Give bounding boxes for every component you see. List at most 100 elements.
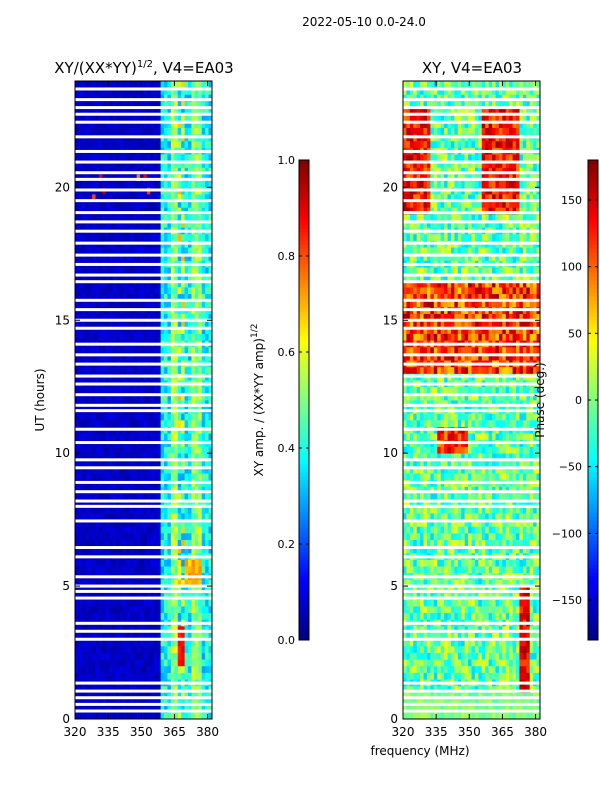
amplitude-cell [201, 393, 206, 401]
amplitude-cell [140, 413, 144, 421]
amplitude-cell [102, 353, 107, 361]
amplitude-cell [92, 659, 96, 667]
amplitude-cell [167, 659, 172, 667]
amplitude-cell [146, 546, 151, 554]
amplitude-cell [133, 625, 138, 634]
amplitude-cell [167, 107, 172, 115]
phase-cell [519, 566, 524, 574]
amplitude-cell [146, 446, 151, 454]
amplitude-cell [194, 180, 199, 188]
amplitude-cell [170, 160, 175, 168]
phase-cell [413, 699, 418, 707]
phase-cell [461, 632, 466, 640]
amplitude-cell [157, 207, 162, 215]
phase-cell [423, 645, 428, 653]
amplitude-cell [98, 413, 103, 421]
amplitude-cell [105, 539, 110, 547]
amplitude-cell [146, 154, 151, 162]
flagged-row [75, 702, 212, 706]
amplitude-cell [170, 120, 175, 128]
amplitude-cell [109, 386, 114, 394]
amplitude-cell [201, 81, 206, 89]
amplitude-colorbar-step [299, 568, 309, 573]
amplitude-cell [126, 606, 131, 614]
amplitude-cell [126, 81, 131, 89]
phase-cell [440, 612, 445, 620]
amplitude-cell [143, 672, 148, 680]
amplitude-cell [146, 659, 151, 667]
phase-cell [444, 672, 448, 680]
amplitude-cell [109, 466, 114, 474]
amplitude-cell [81, 320, 86, 328]
phase-cell [409, 652, 414, 660]
amplitude-cell [133, 213, 138, 221]
amplitude-cell [109, 592, 114, 600]
amplitude-cell [122, 446, 127, 454]
amplitude-cell [92, 100, 96, 108]
amplitude-cell [78, 160, 83, 168]
amplitude-cell [81, 213, 86, 221]
amplitude-cell [146, 645, 151, 653]
amplitude-cell [167, 539, 172, 547]
amplitude-cell [105, 280, 110, 288]
amplitude-cell [150, 280, 155, 288]
amplitude-cell [146, 559, 151, 567]
amplitude-cell [143, 267, 148, 275]
amplitude-cell [181, 207, 185, 215]
amplitude-cell [126, 393, 131, 401]
amplitude-cell [140, 81, 144, 89]
amplitude-cell [105, 346, 110, 354]
amplitude-cell [85, 592, 90, 600]
amplitude-cell [95, 612, 100, 620]
phase-cell [529, 612, 534, 620]
amplitude-cell [153, 632, 158, 640]
amplitude-cell [129, 313, 134, 321]
amplitude-cell [122, 599, 127, 607]
amplitude-cell [164, 519, 168, 527]
amplitude-cell [119, 100, 124, 108]
amplitude-cell [157, 287, 162, 295]
amplitude-cell [174, 486, 179, 494]
amplitude-cell [98, 659, 103, 667]
amplitude-cell [174, 506, 179, 514]
amplitude-cell [140, 140, 144, 148]
amplitude-cell [122, 94, 127, 102]
amplitude-cell [208, 659, 213, 667]
amplitude-cell [92, 692, 96, 700]
amplitude-cell [194, 705, 199, 713]
amplitude-cell [160, 293, 165, 301]
amplitude-cell [116, 486, 120, 494]
amplitude-cell [88, 366, 93, 374]
phase-cell [413, 586, 418, 594]
amplitude-cell [201, 200, 206, 208]
amplitude-cell [205, 180, 209, 188]
amplitude-cell [194, 326, 199, 334]
phase-cell [471, 599, 476, 607]
amplitude-cell [205, 419, 209, 427]
phase-cell [447, 579, 452, 587]
amplitude-cell [174, 253, 179, 261]
amplitude-cell [88, 532, 93, 540]
amplitude-cell [78, 625, 83, 634]
amplitude-colorbar-step [299, 472, 309, 477]
amplitude-cell [174, 326, 179, 334]
amplitude-cell [177, 366, 182, 374]
amplitude-cell [98, 632, 103, 640]
phase-cell [495, 639, 500, 647]
amplitude-cell [126, 599, 131, 607]
amplitude-cell [160, 466, 165, 474]
amplitude-cell [170, 705, 175, 713]
amplitude-cell [205, 699, 209, 707]
amplitude-cell [136, 499, 141, 507]
amplitude-cell [198, 273, 203, 281]
phase-cell [437, 639, 442, 647]
amplitude-cell [181, 287, 185, 295]
flagged-row [75, 262, 212, 266]
phase-cell [509, 692, 513, 700]
amplitude-cell [126, 692, 131, 700]
amplitude-cell [129, 705, 134, 713]
amplitude-cell [174, 579, 179, 587]
amplitude-cell [167, 233, 172, 241]
phase-cell [433, 625, 438, 634]
phase-cell [447, 692, 452, 700]
